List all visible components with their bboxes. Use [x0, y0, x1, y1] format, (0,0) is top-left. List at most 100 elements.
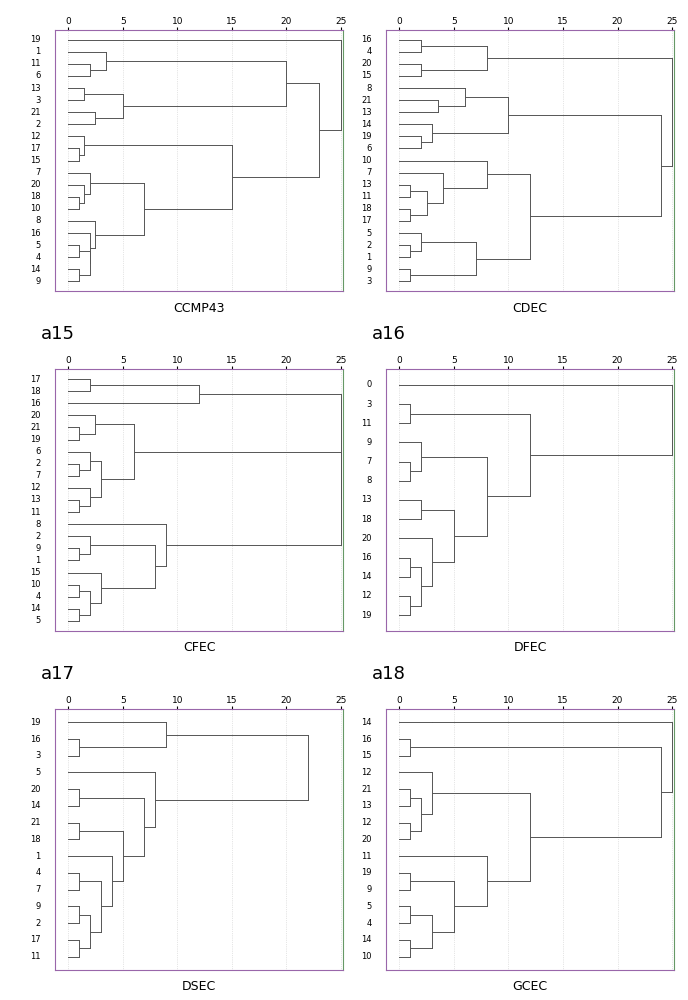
- Text: 6: 6: [35, 71, 41, 80]
- Text: 5: 5: [367, 229, 372, 238]
- Text: 16: 16: [361, 735, 372, 744]
- Text: 9: 9: [35, 544, 41, 553]
- Text: 18: 18: [361, 204, 372, 213]
- Text: 1: 1: [35, 556, 41, 565]
- Text: 11: 11: [361, 852, 372, 861]
- Text: 1: 1: [367, 253, 372, 262]
- Text: 15: 15: [30, 156, 41, 165]
- Text: 14: 14: [361, 935, 372, 944]
- Text: 15: 15: [30, 568, 41, 577]
- Text: 1: 1: [35, 852, 41, 861]
- Text: 10: 10: [30, 580, 41, 589]
- Text: 16: 16: [30, 399, 41, 408]
- Text: 2: 2: [35, 120, 41, 129]
- Text: 16: 16: [361, 35, 372, 44]
- Text: 6: 6: [367, 144, 372, 153]
- Text: 19: 19: [361, 611, 372, 620]
- Text: 2: 2: [35, 459, 41, 468]
- Text: 14: 14: [30, 801, 41, 810]
- Text: 19: 19: [30, 35, 41, 44]
- Text: 14: 14: [361, 718, 372, 727]
- Text: CDEC: CDEC: [513, 302, 548, 315]
- Text: 12: 12: [361, 591, 372, 600]
- Text: 20: 20: [361, 835, 372, 844]
- Text: 19: 19: [361, 868, 372, 877]
- Text: 20: 20: [30, 785, 41, 794]
- Text: 9: 9: [367, 438, 372, 447]
- Text: 0: 0: [367, 380, 372, 389]
- Text: a18: a18: [372, 665, 406, 683]
- Text: 18: 18: [30, 192, 41, 201]
- Text: 4: 4: [367, 919, 372, 928]
- Text: 13: 13: [30, 84, 41, 93]
- Text: 4: 4: [367, 47, 372, 56]
- Text: 8: 8: [367, 476, 372, 485]
- Text: 11: 11: [361, 192, 372, 201]
- Text: DSEC: DSEC: [182, 980, 216, 993]
- Text: 20: 20: [30, 411, 41, 420]
- Text: GCEC: GCEC: [513, 980, 548, 993]
- Text: 15: 15: [361, 751, 372, 760]
- Text: a15: a15: [41, 325, 74, 343]
- Text: 2: 2: [35, 919, 41, 928]
- Text: 4: 4: [35, 253, 41, 262]
- Text: 7: 7: [367, 168, 372, 177]
- Text: 13: 13: [361, 801, 372, 810]
- Text: 20: 20: [30, 180, 41, 189]
- Text: 19: 19: [30, 718, 41, 727]
- Text: 3: 3: [35, 751, 41, 760]
- Text: 14: 14: [361, 572, 372, 581]
- Text: 17: 17: [30, 935, 41, 944]
- Text: 6: 6: [35, 447, 41, 456]
- Text: 3: 3: [367, 400, 372, 409]
- Text: 10: 10: [361, 952, 372, 961]
- Text: 20: 20: [361, 59, 372, 68]
- Text: 13: 13: [361, 108, 372, 117]
- Text: 16: 16: [30, 735, 41, 744]
- Text: DFEC: DFEC: [513, 641, 547, 654]
- Text: 13: 13: [361, 495, 372, 504]
- Text: 3: 3: [35, 96, 41, 105]
- Text: 15: 15: [361, 71, 372, 80]
- Text: 21: 21: [30, 108, 41, 117]
- Text: 9: 9: [367, 885, 372, 894]
- Text: 5: 5: [367, 902, 372, 911]
- Text: a14: a14: [372, 0, 406, 4]
- Text: 8: 8: [367, 84, 372, 93]
- Text: 7: 7: [367, 457, 372, 466]
- Text: 17: 17: [30, 144, 41, 153]
- Text: CFEC: CFEC: [183, 641, 215, 654]
- Text: 2: 2: [35, 532, 41, 541]
- Text: a13: a13: [41, 0, 74, 4]
- Text: 12: 12: [361, 818, 372, 827]
- Text: 11: 11: [30, 952, 41, 961]
- Text: 1: 1: [35, 47, 41, 56]
- Text: 11: 11: [361, 419, 372, 428]
- Text: 17: 17: [30, 375, 41, 384]
- Text: 5: 5: [35, 616, 41, 625]
- Text: 2: 2: [367, 241, 372, 250]
- Text: 21: 21: [30, 423, 41, 432]
- Text: 12: 12: [30, 132, 41, 141]
- Text: 7: 7: [35, 885, 41, 894]
- Text: 13: 13: [361, 180, 372, 189]
- Text: 8: 8: [35, 216, 41, 225]
- Text: 21: 21: [361, 785, 372, 794]
- Text: 20: 20: [361, 534, 372, 543]
- Text: 16: 16: [361, 553, 372, 562]
- Text: 12: 12: [30, 483, 41, 492]
- Text: 19: 19: [361, 132, 372, 141]
- Text: 14: 14: [30, 265, 41, 274]
- Text: 3: 3: [367, 277, 372, 286]
- Text: 9: 9: [367, 265, 372, 274]
- Text: 21: 21: [361, 96, 372, 105]
- Text: 11: 11: [30, 59, 41, 68]
- Text: 7: 7: [35, 471, 41, 480]
- Text: 4: 4: [35, 592, 41, 601]
- Text: a16: a16: [372, 325, 406, 343]
- Text: 14: 14: [30, 604, 41, 613]
- Text: 10: 10: [30, 204, 41, 213]
- Text: 18: 18: [30, 387, 41, 396]
- Text: 9: 9: [35, 277, 41, 286]
- Text: 16: 16: [30, 229, 41, 238]
